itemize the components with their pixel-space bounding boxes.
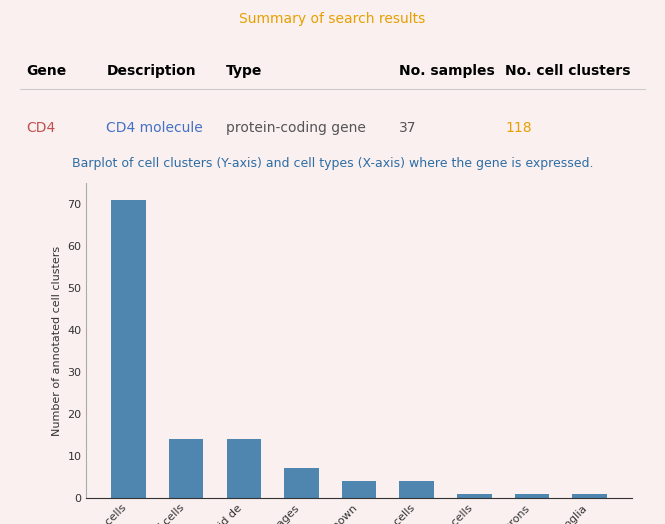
Text: No. cell clusters: No. cell clusters (505, 64, 631, 78)
Text: CD4 molecule: CD4 molecule (106, 121, 203, 135)
Text: Gene: Gene (27, 64, 67, 78)
Bar (342, 481, 376, 498)
Text: Summary of search results: Summary of search results (239, 12, 426, 26)
Bar (400, 481, 434, 498)
Bar (169, 439, 203, 498)
Bar (284, 468, 319, 498)
Text: 37: 37 (399, 121, 416, 135)
Bar (457, 494, 491, 498)
Text: protein-coding gene: protein-coding gene (226, 121, 366, 135)
Bar (573, 494, 607, 498)
Text: Description: Description (106, 64, 196, 78)
Text: 118: 118 (505, 121, 532, 135)
Bar (227, 439, 261, 498)
Text: Type: Type (226, 64, 263, 78)
Text: CD4: CD4 (27, 121, 56, 135)
Text: No. samples: No. samples (399, 64, 495, 78)
Y-axis label: Number of annotated cell clusters: Number of annotated cell clusters (52, 246, 62, 435)
Bar (111, 200, 146, 498)
Bar (515, 494, 549, 498)
Text: Barplot of cell clusters (Y-axis) and cell types (X-axis) where the gene is expr: Barplot of cell clusters (Y-axis) and ce… (72, 157, 593, 170)
